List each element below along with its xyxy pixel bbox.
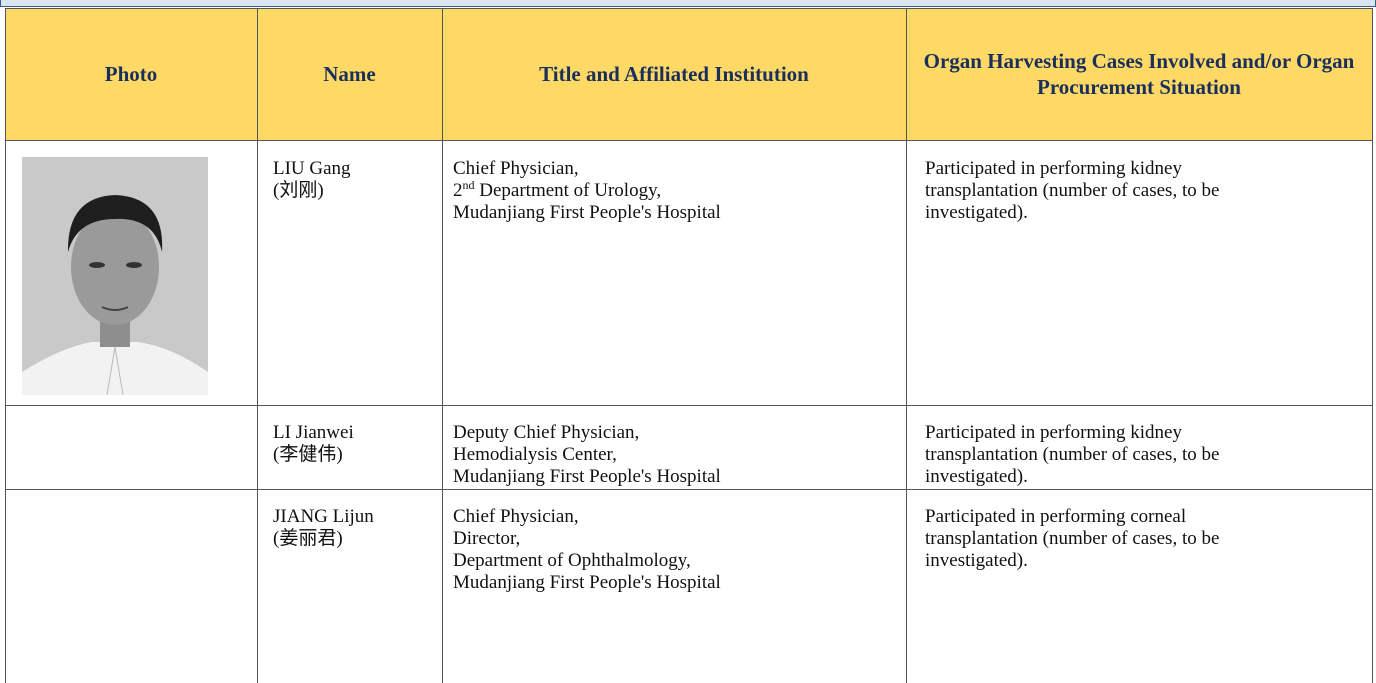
name-chinese: (刘刚) <box>273 180 324 201</box>
border <box>5 489 1372 490</box>
border <box>5 140 1372 141</box>
top-band <box>0 0 1376 7</box>
header-cell: Name <box>323 62 376 86</box>
title-line: Director, <box>453 528 521 549</box>
border <box>906 8 907 683</box>
title-line: 2nd Department of Urology, <box>453 178 721 202</box>
title-line: Chief Physician, <box>453 506 579 527</box>
border <box>442 8 443 683</box>
border <box>1372 8 1373 683</box>
title-cell: Chief Physician, Director, Department of O… <box>453 506 721 594</box>
header-cell: Organ Harvesting Cases Involved and/or O… <box>923 49 1355 99</box>
header-row <box>5 8 1372 140</box>
name-cell: LIU Gang (刘刚) <box>273 158 351 202</box>
title-line: Hemodialysis Center, <box>453 444 617 465</box>
title-line: Chief Physician, <box>453 158 579 179</box>
name: LIU Gang <box>273 158 351 179</box>
title-line: Mudanjiang First People's Hospital <box>453 466 721 487</box>
name-chinese: (李健伟) <box>273 444 343 465</box>
cases: Participated in performing corneal trans… <box>925 506 1220 571</box>
title-line: Mudanjiang First People's Hospital <box>453 572 721 593</box>
header-cell: Photo <box>104 62 158 86</box>
title-cell: Deputy Chief Physician, Hemodialysis Cent… <box>453 422 721 488</box>
photo <box>22 157 208 395</box>
name: JIANG Lijun <box>273 506 374 527</box>
title-text: Department of Urology, <box>479 180 662 201</box>
cases: Participated in performing kidney transp… <box>925 158 1220 223</box>
title-line: Deputy Chief Physician, <box>453 422 640 443</box>
border <box>5 405 1372 406</box>
ordinal-number: 2 <box>453 180 463 201</box>
name-chinese: (姜丽君) <box>273 528 343 549</box>
header-cell: Title and Affiliated Institution <box>539 62 809 86</box>
ordinal-suffix: nd <box>462 178 475 192</box>
title-cell: Chief Physician, 2nd Department of Urolog… <box>453 158 721 224</box>
cases: Participated in performing kidney transp… <box>925 422 1220 487</box>
name-cell: JIANG Lijun (姜丽君) <box>273 506 374 550</box>
title-line: Mudanjiang First People's Hospital <box>453 202 721 223</box>
border <box>5 8 6 683</box>
cases-cell: Participated in performing corneal trans… <box>925 506 1295 572</box>
title-line: Department of Ophthalmology, <box>453 550 691 571</box>
border <box>5 8 1372 9</box>
cases-cell: Participated in performing kidney transp… <box>925 422 1295 488</box>
border <box>257 8 258 683</box>
name-cell: LI Jianwei (李健伟) <box>273 422 354 466</box>
name: LI Jianwei <box>273 422 354 443</box>
cases-cell: Participated in performing kidney transp… <box>925 158 1295 224</box>
